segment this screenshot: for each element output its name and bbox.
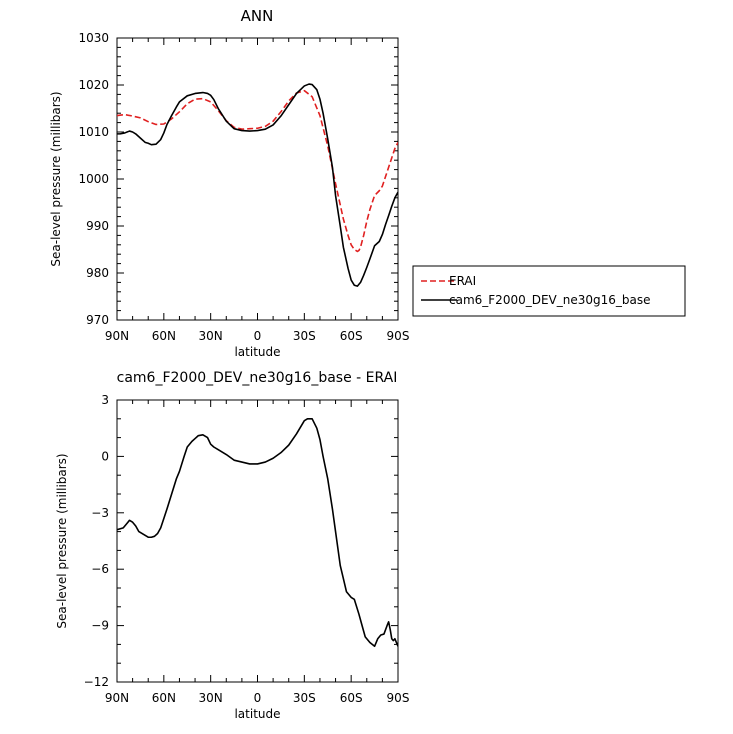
chart-title: cam6_F2000_DEV_ne30g16_base - ERAI <box>117 370 398 386</box>
chart-title: ANN <box>241 7 274 25</box>
legend-label: cam6_F2000_DEV_ne30g16_base <box>449 293 651 307</box>
x-tick-label: 30S <box>293 691 316 705</box>
x-axis-label: latitude <box>234 345 280 359</box>
y-tick-label: 1000 <box>78 172 109 186</box>
x-tick-label: 90S <box>387 691 410 705</box>
x-tick-label: 90S <box>387 329 410 343</box>
y-tick-label: 1030 <box>78 31 109 45</box>
x-tick-label: 0 <box>254 691 262 705</box>
x-tick-label: 60S <box>340 691 363 705</box>
x-tick-label: 60N <box>152 329 176 343</box>
y-tick-label: 990 <box>86 219 109 233</box>
x-tick-label: 30S <box>293 329 316 343</box>
x-tick-label: 60S <box>340 329 363 343</box>
y-tick-label: 0 <box>101 449 109 463</box>
chart-panel-2: cam6_F2000_DEV_ne30g16_base - ERAI 90N 60N… <box>55 370 409 721</box>
y-tick-label: 970 <box>86 313 109 327</box>
x-tick-label: 90N <box>105 691 129 705</box>
legend-box <box>412 265 686 317</box>
x-tick-label: 90N <box>105 329 129 343</box>
y-tick-label: −9 <box>91 619 109 633</box>
series-line-cam6-f2000-dev-ne30g16-base <box>117 83 398 287</box>
y-tick-label: 1020 <box>78 78 109 92</box>
x-tick-label: 60N <box>152 691 176 705</box>
x-tick-label: 30N <box>199 691 223 705</box>
y-axis-label: Sea-level pressure (millibars) <box>49 91 63 266</box>
y-tick-label: −3 <box>91 506 109 520</box>
y-tick-label: 3 <box>101 393 109 407</box>
y-tick-label: −12 <box>84 675 109 689</box>
plot-frame <box>116 399 399 683</box>
series-line-erai <box>117 89 398 253</box>
x-axis-label: latitude <box>234 707 280 721</box>
series-line-difference <box>117 418 398 648</box>
y-tick-label: −6 <box>91 562 109 576</box>
chart-panel-1: ANN 90N 60N 30N 0 30S 60S 90S 970 980 990 1000 1010 1… <box>49 7 686 359</box>
legend-label: ERAI <box>449 274 476 288</box>
x-tick-label: 30N <box>199 329 223 343</box>
y-tick-label: 1010 <box>78 125 109 139</box>
y-axis-label: Sea-level pressure (millibars) <box>55 453 69 628</box>
legend: ERAI cam6_F2000_DEV_ne30g16_base <box>412 265 686 317</box>
x-tick-label: 0 <box>254 329 262 343</box>
plot-frame <box>116 37 399 321</box>
y-tick-label: 980 <box>86 266 109 280</box>
